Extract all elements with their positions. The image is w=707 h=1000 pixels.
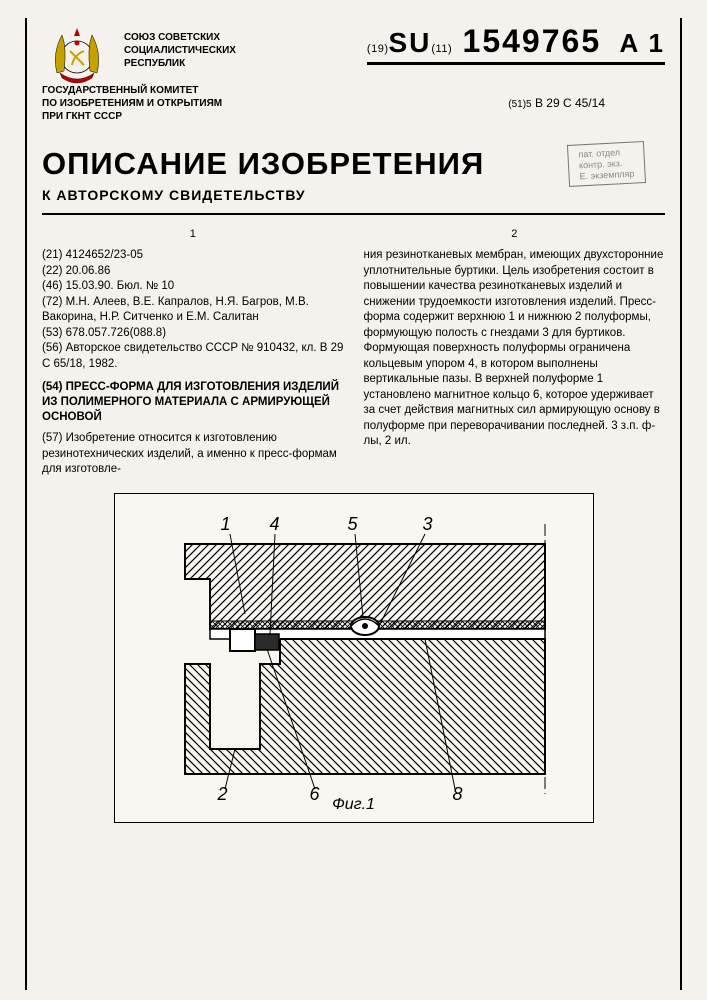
field-22: (22) 20.06.86 bbox=[42, 264, 344, 280]
publication-code: (19)SU(11) 1549765 A 1 bbox=[367, 23, 665, 65]
subtitle: К АВТОРСКОМУ СВИДЕТЕЛЬСТВУ bbox=[42, 187, 665, 203]
callout-6: 6 bbox=[310, 784, 320, 805]
code-19: (19) bbox=[367, 43, 389, 55]
field-57: (57) Изобретение относится к изготовлени… bbox=[42, 431, 344, 478]
committee-line: ГОСУДАРСТВЕННЫЙ КОМИТЕТ bbox=[42, 84, 242, 97]
divider bbox=[42, 213, 665, 215]
callout-2: 2 bbox=[218, 784, 228, 805]
class-code: В 29 С 45/14 bbox=[535, 96, 605, 110]
union-line: СОЮЗ СОВЕТСКИХ bbox=[124, 31, 274, 44]
committee-line: ПО ИЗОБРЕТЕНИЯМ И ОТКРЫТИЯМ bbox=[42, 97, 242, 110]
code-a1: A 1 bbox=[620, 28, 666, 58]
callout-4: 4 bbox=[270, 514, 280, 535]
code-su: SU bbox=[388, 27, 431, 58]
committee-line: ПРИ ГКНТ СССР bbox=[42, 110, 242, 123]
field-72: (72) М.Н. Алеев, В.Е. Капралов, Н.Я. Баг… bbox=[42, 295, 344, 326]
field-46: (46) 15.03.90. Бюл. № 10 bbox=[42, 279, 344, 295]
ussr-emblem bbox=[42, 23, 112, 88]
field-54: (54) ПРЕСС-ФОРМА ДЛЯ ИЗГОТОВЛЕНИЯ ИЗДЕЛИ… bbox=[42, 380, 344, 425]
figure-label: Фиг.1 bbox=[332, 796, 375, 814]
column-left: 1 (21) 4124652/23-05 (22) 20.06.86 (46) … bbox=[42, 227, 344, 477]
page-title: ОПИСАНИЕ ИЗОБРЕТЕНИЯ bbox=[42, 146, 484, 182]
figure-1: 1 4 5 3 2 6 8 Фиг.1 bbox=[114, 493, 594, 823]
class-prefix: (51)5 bbox=[508, 99, 531, 110]
field-56: (56) Авторское свидетельство СССР № 9104… bbox=[42, 341, 344, 372]
column-right: 2 ния резинотканевых мембран, имеющих дв… bbox=[364, 227, 666, 477]
field-21: (21) 4124652/23-05 bbox=[42, 248, 344, 264]
union-name: СОЮЗ СОВЕТСКИХ СОЦИАЛИСТИЧЕСКИХ РЕСПУБЛИ… bbox=[124, 23, 274, 70]
body-columns: 1 (21) 4124652/23-05 (22) 20.06.86 (46) … bbox=[42, 227, 665, 477]
stamp-line: Е. экземпляр bbox=[579, 168, 634, 182]
patent-number: 1549765 bbox=[463, 23, 602, 59]
committee-name: ГОСУДАРСТВЕННЫЙ КОМИТЕТ ПО ИЗОБРЕТЕНИЯМ … bbox=[42, 84, 242, 123]
union-line: СОЦИАЛИСТИЧЕСКИХ bbox=[124, 44, 274, 57]
abstract-text: ния резинотканевых мембран, имеющих двух… bbox=[364, 248, 666, 450]
col-number: 2 bbox=[364, 227, 666, 242]
col-number: 1 bbox=[42, 227, 344, 242]
union-line: РЕСПУБЛИК bbox=[124, 57, 274, 70]
callout-3: 3 bbox=[423, 514, 433, 535]
code-11: (11) bbox=[431, 43, 452, 55]
field-53: (53) 678.057.726(088.8) bbox=[42, 326, 344, 342]
callout-8: 8 bbox=[453, 784, 463, 805]
callout-1: 1 bbox=[221, 514, 231, 535]
callout-5: 5 bbox=[348, 514, 358, 535]
registry-stamp: пат. отдел контр. экз. Е. экземпляр bbox=[567, 141, 646, 187]
